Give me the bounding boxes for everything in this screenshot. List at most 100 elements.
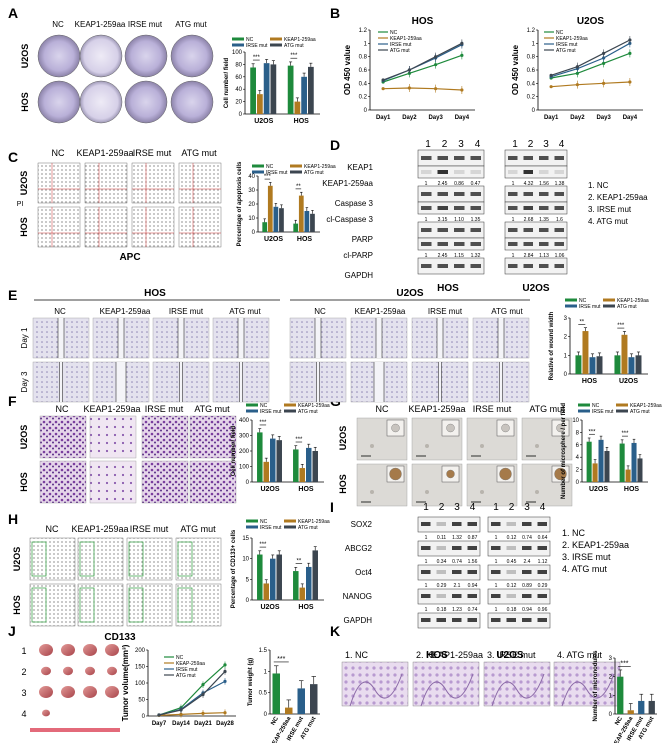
wound-gap — [179, 362, 183, 402]
e-bar — [628, 357, 635, 374]
k-cell-label: HOS — [426, 650, 448, 661]
lane-number: 2 — [509, 502, 515, 513]
blot-band — [491, 546, 501, 550]
gate-box — [79, 587, 95, 623]
tumor — [105, 644, 119, 656]
legend-label: NC — [579, 298, 587, 304]
j-volume-x-tick-label: Day21 — [194, 721, 212, 727]
gate-box — [31, 587, 47, 623]
blot-band — [537, 594, 547, 598]
blot-cell-label: HOS — [437, 283, 459, 294]
wound-gap — [316, 362, 320, 402]
a-x-tick-label: U2OS — [254, 118, 273, 125]
f-bar — [257, 432, 263, 482]
column-header-h: IRSE mut — [130, 524, 169, 534]
column-header-e: ATG mut — [229, 307, 261, 316]
flow-plot — [175, 583, 222, 627]
legend-label: KEAP1-259aa — [298, 403, 330, 409]
b-u2os-x-tick-label: Day1 — [544, 115, 559, 121]
blot-band — [421, 228, 432, 232]
f-bar — [263, 461, 270, 482]
c-bar — [298, 195, 304, 232]
a-bar — [257, 94, 263, 114]
b-hos-series-line — [382, 42, 463, 81]
blot-band — [554, 264, 564, 268]
significance-label: *** — [253, 55, 261, 61]
band-quant: 1.6 — [556, 217, 563, 223]
blot-band — [437, 264, 448, 268]
lane-number: 3 — [454, 502, 460, 513]
y-tick-label: 400 — [239, 418, 250, 424]
wound-gap — [499, 362, 503, 402]
e-title-hos: HOS — [144, 288, 166, 299]
band-quant: 1.23 — [452, 607, 462, 613]
sphere-small — [535, 490, 539, 494]
h-bar — [257, 554, 263, 600]
legend-label: KEAP1-259aa — [284, 37, 316, 43]
y-tick-label: 0.8 — [527, 55, 536, 61]
blot-band — [454, 228, 465, 232]
blot-band — [506, 618, 516, 622]
y-tick-label: 0 — [564, 372, 568, 378]
sphere — [389, 467, 402, 481]
y-tick-label: 0 — [609, 712, 613, 718]
tumor — [107, 666, 117, 676]
b-hos-point — [381, 87, 385, 91]
significance-label: *** — [588, 429, 596, 435]
legend-swatch — [565, 298, 577, 302]
j-weight-ylabel: Tumor weight (g) — [248, 658, 254, 706]
tumor — [85, 666, 95, 676]
band-quant: 1 — [512, 253, 515, 259]
wound-gap — [438, 362, 442, 402]
band-quant: 1.15 — [454, 253, 464, 259]
y-tick-label: 10 — [248, 216, 255, 222]
blot-band — [470, 170, 481, 174]
blot-band — [452, 546, 462, 550]
panel-label-a: A — [8, 5, 18, 21]
blot-band — [491, 618, 501, 622]
transwell-image — [89, 460, 137, 504]
blot-band — [523, 192, 533, 196]
column-header-e: KEAP1-259aa — [100, 307, 151, 316]
blot-band — [421, 156, 432, 160]
band-quant: 2.1 — [454, 583, 461, 589]
wound-gap — [118, 318, 124, 358]
band-quant: 1.32 — [452, 535, 462, 541]
row-label-g: HOS — [338, 474, 348, 494]
legend-label: KEAP1-259aa — [298, 519, 330, 525]
lane-number: 4 — [470, 502, 476, 513]
lane-number: 4 — [475, 139, 481, 150]
column-header-a: ATG mut — [175, 20, 207, 29]
band-quant: 1 — [495, 559, 498, 565]
axis-label-apc: APC — [119, 252, 140, 263]
column-header-f: ATG mut — [194, 404, 230, 414]
blot-band — [421, 594, 431, 598]
significance-label: ** — [296, 184, 301, 190]
panel-label-j: J — [8, 623, 16, 639]
colony-plate — [37, 34, 81, 78]
flow-plot — [29, 537, 76, 581]
band-quant: 0.18 — [437, 607, 447, 613]
legend-swatch — [603, 298, 615, 302]
blot-legend: 2. KEAP1-259aa — [562, 540, 629, 550]
blot-band — [522, 570, 532, 574]
tissue-contour — [561, 673, 615, 707]
y-tick-label: 20 — [248, 202, 255, 208]
legend-label: ATG mut — [284, 43, 304, 49]
lane-number: 1 — [425, 139, 431, 150]
blot-band — [454, 170, 465, 174]
g-bar — [586, 441, 592, 482]
significance-label: *** — [617, 323, 625, 329]
j-volume-x-tick-label: Day28 — [216, 721, 234, 727]
j-volume-ylabel: Tumor volume(mm³) — [121, 644, 130, 721]
significance-label: ** — [297, 559, 302, 565]
y-tick-label: 0.8 — [359, 55, 368, 61]
blot-band — [508, 206, 518, 210]
y-tick-label: 0.6 — [359, 68, 368, 74]
tumor-row-label: 4 — [21, 709, 26, 719]
g-bar — [604, 451, 610, 482]
tumor — [61, 644, 75, 656]
k-caption: 3. IRSE mut — [487, 650, 536, 660]
j-weight-bar — [310, 684, 318, 714]
b-hos-point — [381, 78, 385, 82]
